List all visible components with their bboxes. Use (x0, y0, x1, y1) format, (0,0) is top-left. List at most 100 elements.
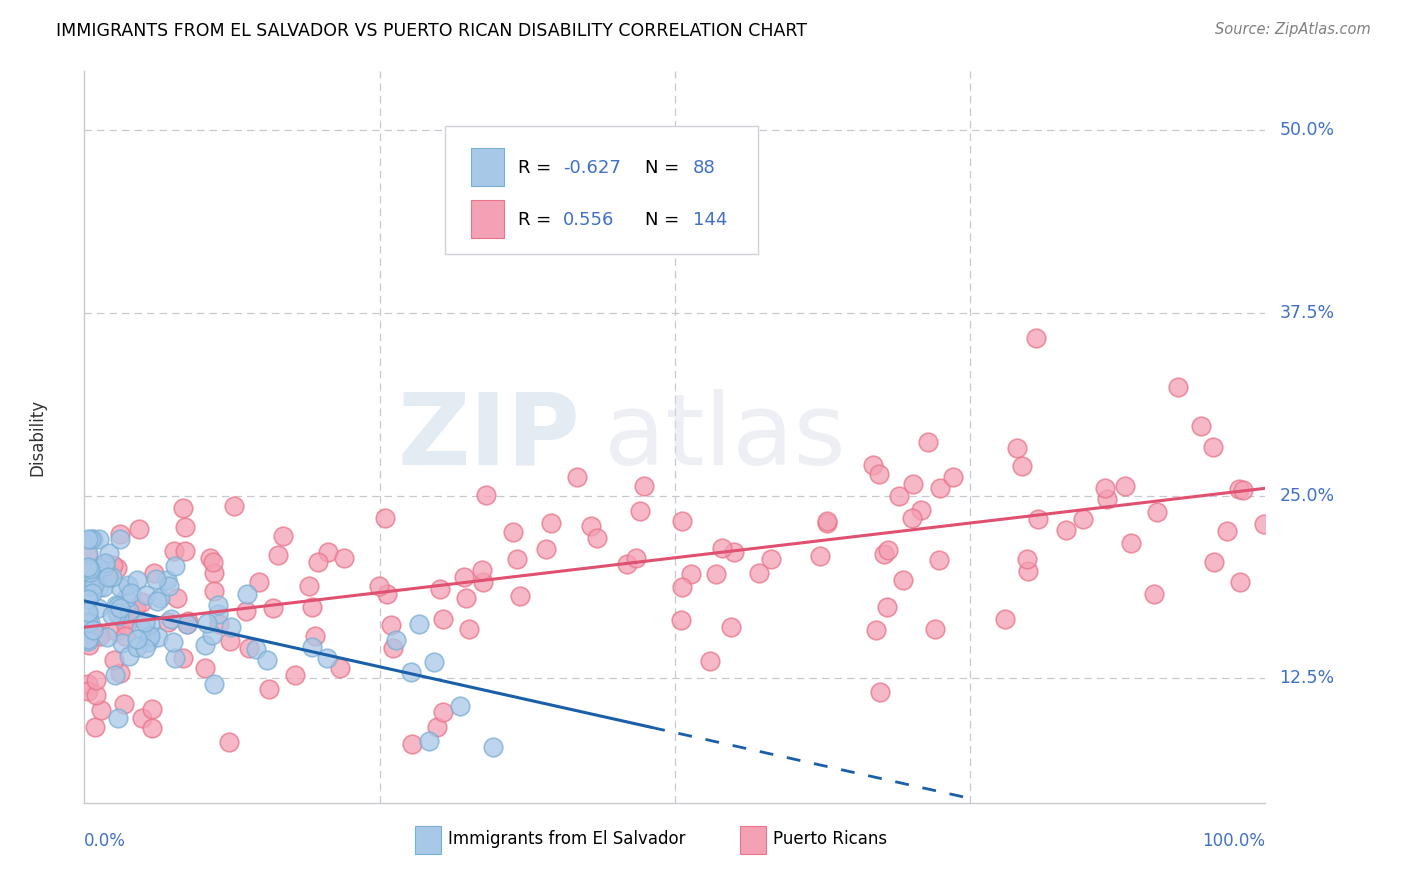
Point (301, 600, 323, 615)
Point (262, 600, 284, 615)
Point (105, 606, 128, 620)
Text: R =: R = (517, 159, 557, 177)
Point (1227, 482, 1250, 496)
Point (138, 627, 160, 641)
Point (301, 640, 323, 654)
Point (449, 699, 471, 714)
Point (82, 623, 104, 637)
FancyBboxPatch shape (415, 826, 441, 854)
Point (432, 612, 454, 626)
Point (96, 631, 118, 645)
Point (143, 566, 166, 580)
Point (160, 612, 183, 626)
Point (107, 711, 129, 725)
Point (1114, 479, 1136, 493)
Point (82, 533, 104, 547)
Point (89, 629, 111, 643)
Point (131, 711, 153, 725)
Point (1202, 441, 1225, 455)
Point (77, 608, 100, 623)
Point (876, 543, 898, 558)
Point (1229, 575, 1251, 590)
Point (141, 702, 163, 716)
Point (506, 551, 529, 566)
Point (104, 668, 127, 682)
Point (928, 481, 950, 495)
Text: Puerto Ricans: Puerto Ricans (773, 830, 887, 848)
Point (177, 615, 200, 629)
Point (1054, 524, 1077, 538)
Point (94, 556, 117, 570)
Point (720, 620, 742, 634)
Point (304, 629, 326, 643)
Point (1095, 491, 1118, 506)
Point (125, 600, 148, 615)
Point (107, 599, 129, 614)
Text: Immigrants from El Salvador: Immigrants from El Salvador (449, 830, 686, 848)
Point (1005, 441, 1028, 455)
Point (87, 600, 110, 615)
Point (1189, 419, 1212, 434)
Point (134, 615, 156, 629)
Point (163, 558, 186, 573)
Point (628, 504, 651, 518)
Point (110, 666, 132, 681)
Point (110, 533, 132, 547)
Text: Source: ZipAtlas.com: Source: ZipAtlas.com (1215, 22, 1371, 37)
Point (194, 638, 217, 652)
Point (928, 552, 950, 566)
Point (101, 608, 124, 623)
Point (423, 655, 446, 669)
Point (195, 615, 218, 630)
Point (368, 579, 391, 593)
Point (94, 558, 117, 573)
Point (382, 640, 405, 655)
Point (699, 654, 721, 668)
Point (540, 516, 562, 531)
Point (1253, 517, 1275, 532)
Point (77, 560, 100, 574)
Point (374, 510, 396, 524)
Point (375, 587, 398, 601)
Point (384, 633, 406, 648)
Point (83, 720, 105, 734)
Point (163, 543, 186, 558)
Point (502, 524, 524, 539)
Point (77, 546, 100, 560)
Point (87, 560, 110, 574)
Point (122, 610, 145, 624)
Point (457, 622, 479, 636)
FancyBboxPatch shape (471, 148, 503, 186)
Point (679, 566, 702, 581)
Point (77, 592, 100, 607)
Point (669, 613, 692, 627)
Text: N =: N = (645, 211, 685, 229)
Text: 88: 88 (693, 159, 716, 177)
Point (429, 582, 451, 597)
Point (77, 549, 100, 563)
Point (77, 616, 100, 631)
Point (174, 544, 197, 558)
Point (174, 519, 197, 533)
Point (236, 587, 259, 601)
Point (77, 632, 100, 647)
Point (100, 570, 122, 584)
Point (808, 549, 831, 564)
Point (284, 668, 307, 682)
Point (399, 665, 422, 680)
Text: 25.0%: 25.0% (1279, 487, 1334, 505)
Point (207, 598, 229, 612)
Point (723, 545, 745, 559)
Text: -0.627: -0.627 (562, 159, 620, 177)
Point (194, 661, 217, 675)
Point (125, 632, 148, 647)
Point (84, 688, 107, 702)
Point (202, 583, 225, 598)
Point (817, 516, 839, 530)
Point (1143, 587, 1166, 601)
Point (115, 618, 138, 632)
Point (77, 570, 100, 584)
Text: 100.0%: 100.0% (1202, 832, 1265, 850)
Point (671, 514, 693, 528)
Point (79, 565, 101, 579)
